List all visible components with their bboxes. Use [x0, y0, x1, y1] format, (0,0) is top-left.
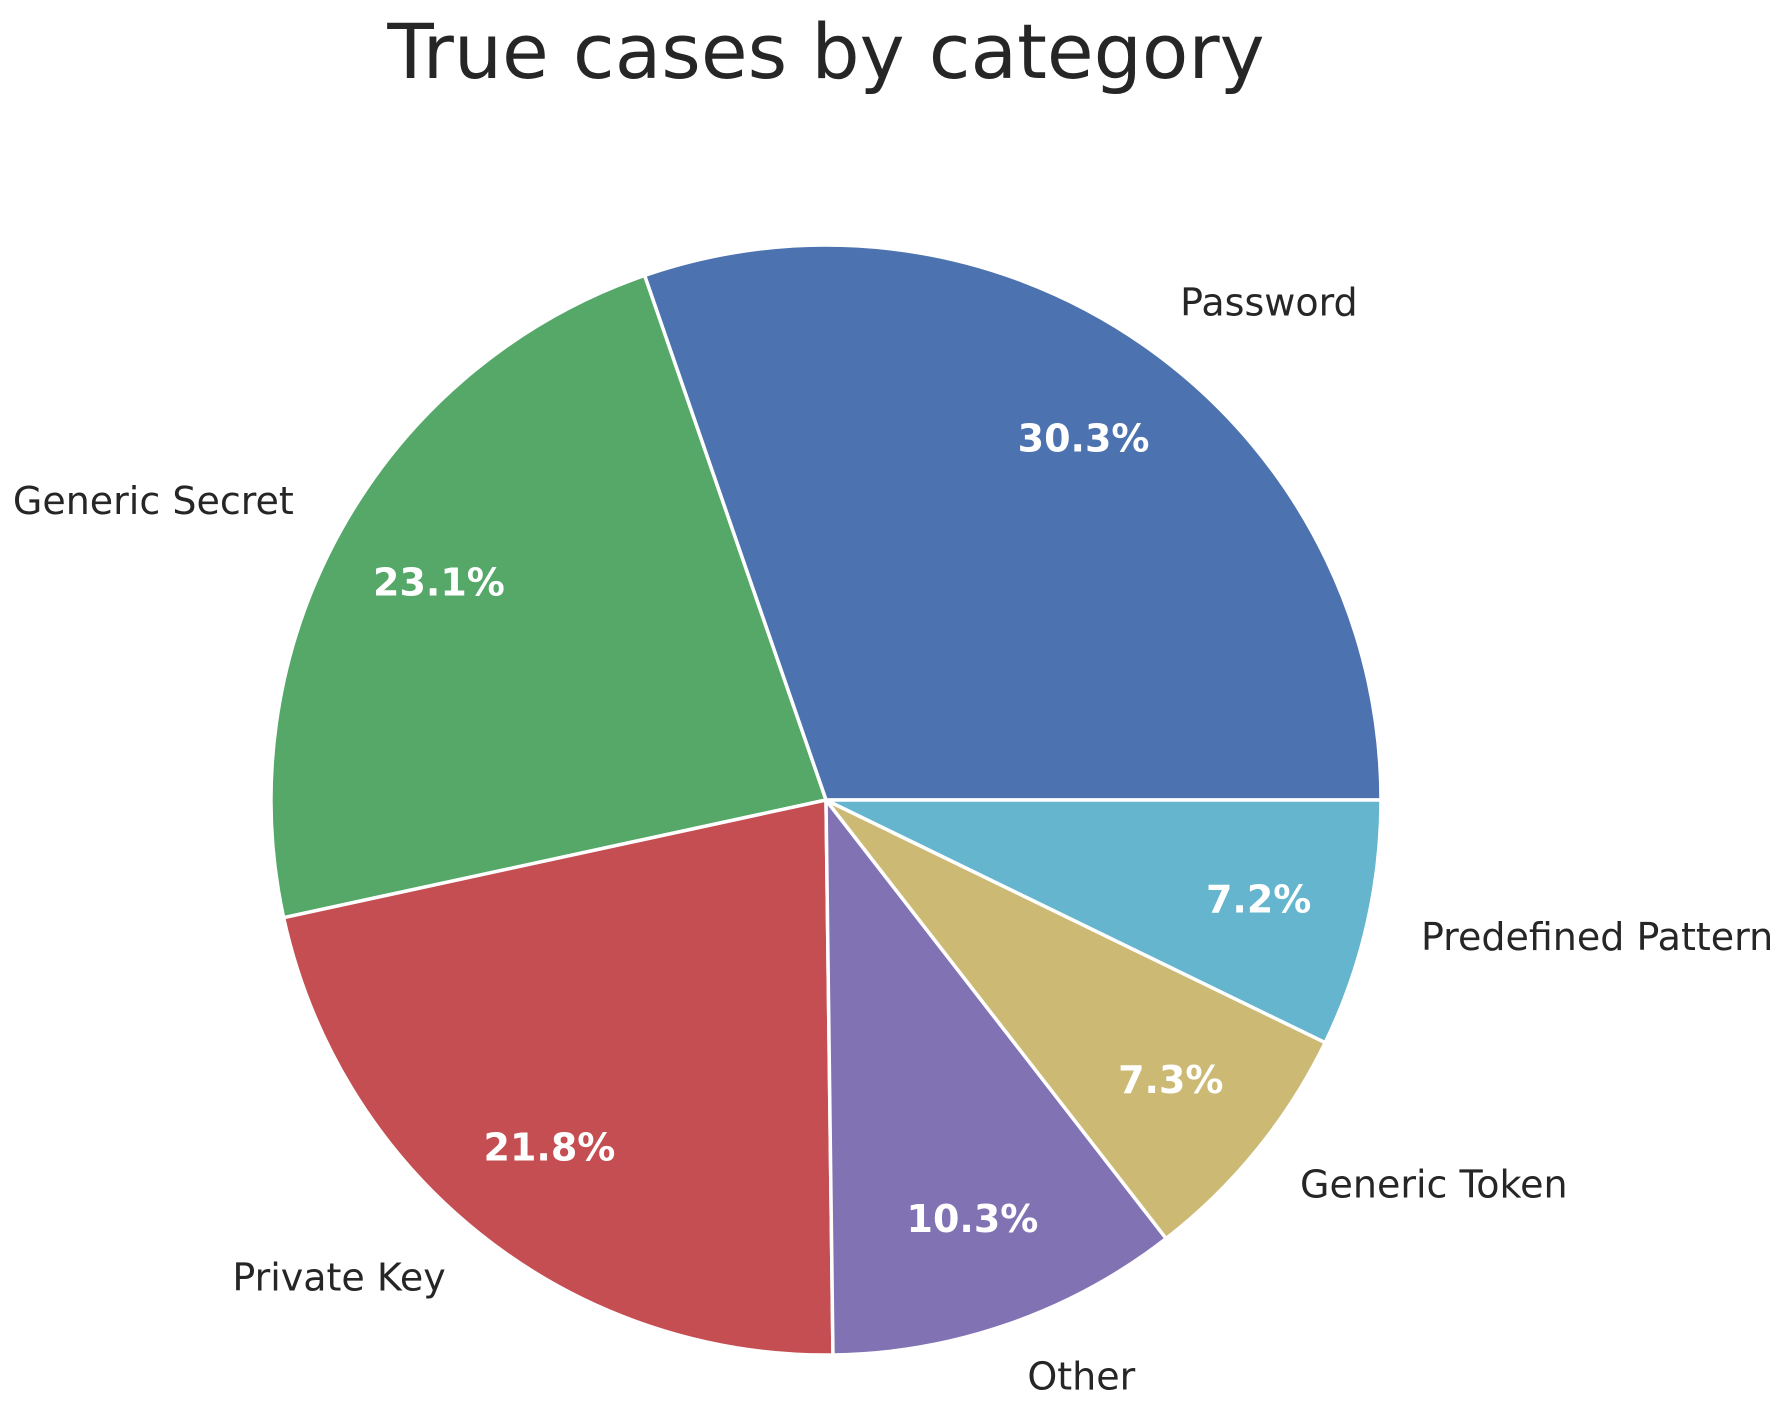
pie-percent-label-private-key: 21.8%: [484, 1125, 616, 1169]
pie-slice-private-key: [281, 798, 835, 1357]
pie-percent-label-generic-token: 7.3%: [1118, 1058, 1223, 1102]
chart-title: True cases by category: [386, 7, 1264, 96]
pie-category-label-generic-secret: Generic Secret: [13, 479, 294, 523]
pie-category-label-private-key: Private Key: [232, 1256, 445, 1300]
pie-category-label-other: Other: [1027, 1354, 1135, 1398]
pie-category-label-password: Password: [1180, 281, 1358, 325]
pie-percent-label-generic-secret: 23.1%: [373, 560, 505, 604]
pie-category-label-generic-token: Generic Token: [1300, 1163, 1568, 1207]
pie-percent-labels: 30.3% 23.1% 21.8% 10.3% 7.3% 7.2%: [373, 416, 1311, 1241]
pie-slice-password: [642, 243, 1383, 802]
pie-slice-other: [824, 798, 1168, 1357]
pie-category-label-predefined-pattern: Predefined Pattern: [1421, 915, 1773, 959]
pie-category-labels: Password Generic Secret Private Key Other Ge…: [13, 281, 1773, 1399]
pie-slice-predefined-pattern: [824, 798, 1383, 1045]
pie-percent-label-other: 10.3%: [907, 1197, 1039, 1241]
pie-percent-label-password: 30.3%: [1018, 416, 1150, 460]
pie-slices: [269, 243, 1383, 1357]
pie-slice-generic-secret: [269, 273, 828, 920]
pie-slice-generic-token: [824, 798, 1327, 1241]
pie-percent-label-predefined-pattern: 7.2%: [1206, 878, 1311, 922]
